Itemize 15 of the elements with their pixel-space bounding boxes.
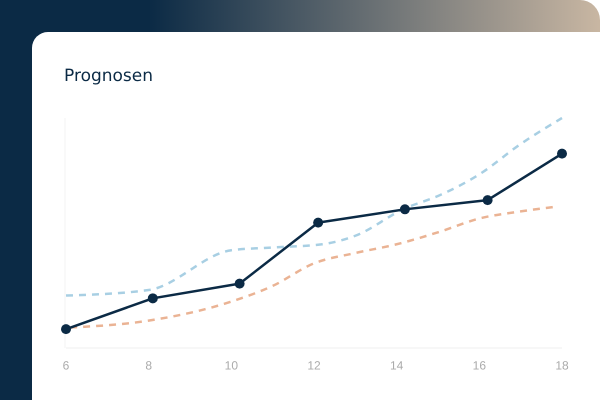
- point: [234, 278, 245, 289]
- point: [148, 293, 158, 304]
- point: [400, 204, 410, 214]
- x-tick-label: 8: [145, 358, 152, 373]
- x-tick-label: 16: [472, 358, 486, 373]
- x-tick-label: 6: [62, 358, 70, 373]
- x-tick-label: 10: [224, 358, 238, 373]
- chart-title: Prognosen: [64, 66, 154, 86]
- x-tick-label: 18: [555, 358, 569, 373]
- x-tick-label: 12: [307, 358, 321, 373]
- point: [482, 195, 493, 206]
- x-tick-label: 14: [390, 358, 404, 373]
- point: [313, 218, 324, 228]
- point: [557, 148, 567, 159]
- point: [61, 324, 71, 334]
